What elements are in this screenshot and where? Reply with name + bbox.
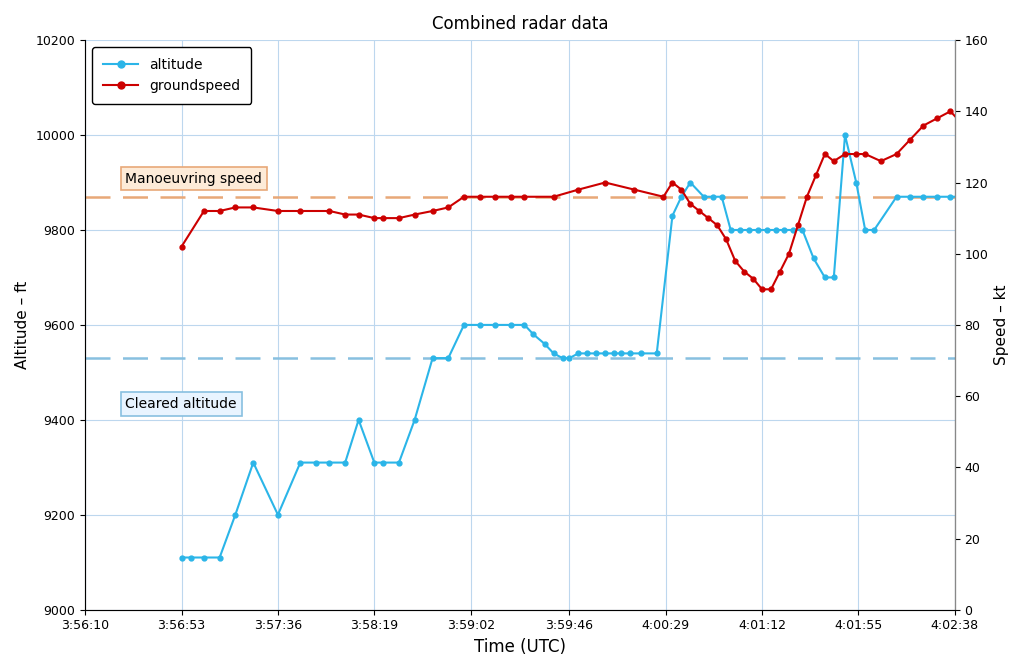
altitude xyxy=(839,131,851,139)
altitude xyxy=(581,350,593,358)
Y-axis label: Speed – kt: Speed – kt xyxy=(994,285,1009,365)
Text: Cleared altitude: Cleared altitude xyxy=(126,397,237,411)
Line: groundspeed: groundspeed xyxy=(179,87,1024,292)
groundspeed xyxy=(998,107,1011,115)
Line: altitude: altitude xyxy=(179,133,1024,560)
groundspeed xyxy=(756,285,768,293)
X-axis label: Time (UTC): Time (UTC) xyxy=(474,638,566,656)
altitude xyxy=(393,458,406,466)
Text: Manoeuvring speed: Manoeuvring speed xyxy=(126,172,262,185)
altitude xyxy=(556,354,568,362)
groundspeed xyxy=(175,243,187,251)
altitude xyxy=(548,350,560,358)
Legend: altitude, groundspeed: altitude, groundspeed xyxy=(92,47,251,104)
Title: Combined radar data: Combined radar data xyxy=(432,15,608,33)
altitude xyxy=(175,554,187,562)
Y-axis label: Altitude – ft: Altitude – ft xyxy=(15,280,30,369)
groundspeed xyxy=(294,207,306,215)
altitude xyxy=(716,193,728,201)
